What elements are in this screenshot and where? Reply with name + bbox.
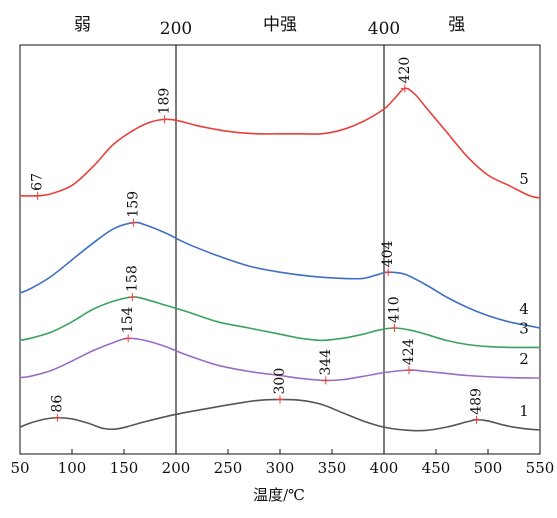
region-labels: 弱 中强 强 <box>74 15 465 35</box>
x-tick-label: 100 <box>58 459 87 477</box>
boundary-label-400: 400 <box>368 19 400 39</box>
x-tick-label: 350 <box>318 459 347 477</box>
x-tick-label: 400 <box>370 459 399 477</box>
peak-label: 424 <box>401 338 417 365</box>
curve-id-4: 4 <box>519 300 529 318</box>
series-line-2 <box>19 337 541 382</box>
peak-label: 300 <box>272 368 288 395</box>
peak-label: 344 <box>318 349 334 376</box>
series-line-5 <box>19 87 541 199</box>
peak-label: 404 <box>380 240 396 267</box>
peak-label: 189 <box>157 88 173 115</box>
peak-label: 420 <box>397 57 413 84</box>
boundary-label-200: 200 <box>160 19 192 39</box>
curve-id-5: 5 <box>519 170 529 188</box>
peak-label: 410 <box>386 296 402 323</box>
x-tick-label: 450 <box>422 459 451 477</box>
peak-label: 86 <box>49 395 65 413</box>
region-label: 强 <box>448 15 465 35</box>
region-label: 弱 <box>74 15 91 35</box>
curve-id-3: 3 <box>519 319 529 337</box>
series-line-1 <box>19 398 541 432</box>
peak-label: 67 <box>30 173 46 191</box>
x-tick-label: 550 <box>526 459 555 477</box>
peak-label: 154 <box>120 307 136 334</box>
peak-label: 159 <box>125 191 141 218</box>
curve-id-1: 1 <box>519 402 529 420</box>
x-tick-label: 200 <box>162 459 191 477</box>
series-line-4 <box>19 221 541 329</box>
x-tick-label: 50 <box>10 459 29 477</box>
x-axis-label: 温度/℃ <box>253 486 305 504</box>
x-tick-label: 500 <box>474 459 503 477</box>
x-tick-label: 150 <box>110 459 139 477</box>
region-boundaries: 200 400 <box>160 19 400 454</box>
peak-markers: 67 189 420 159 404 158 410 154 344 424 86 300 489 <box>30 57 485 424</box>
x-axis: 50 100 150 200 250 300 350 400 450 500 550 <box>10 449 554 477</box>
region-label: 中强 <box>263 15 297 35</box>
curve-id-2: 2 <box>519 350 529 368</box>
x-tick-label: 250 <box>214 459 243 477</box>
peak-label: 489 <box>469 388 485 415</box>
curve-id-labels: 5 43 2 1 <box>519 170 529 420</box>
x-tick-label: 300 <box>266 459 295 477</box>
series-line-3 <box>19 296 541 349</box>
peak-label: 158 <box>124 265 140 292</box>
